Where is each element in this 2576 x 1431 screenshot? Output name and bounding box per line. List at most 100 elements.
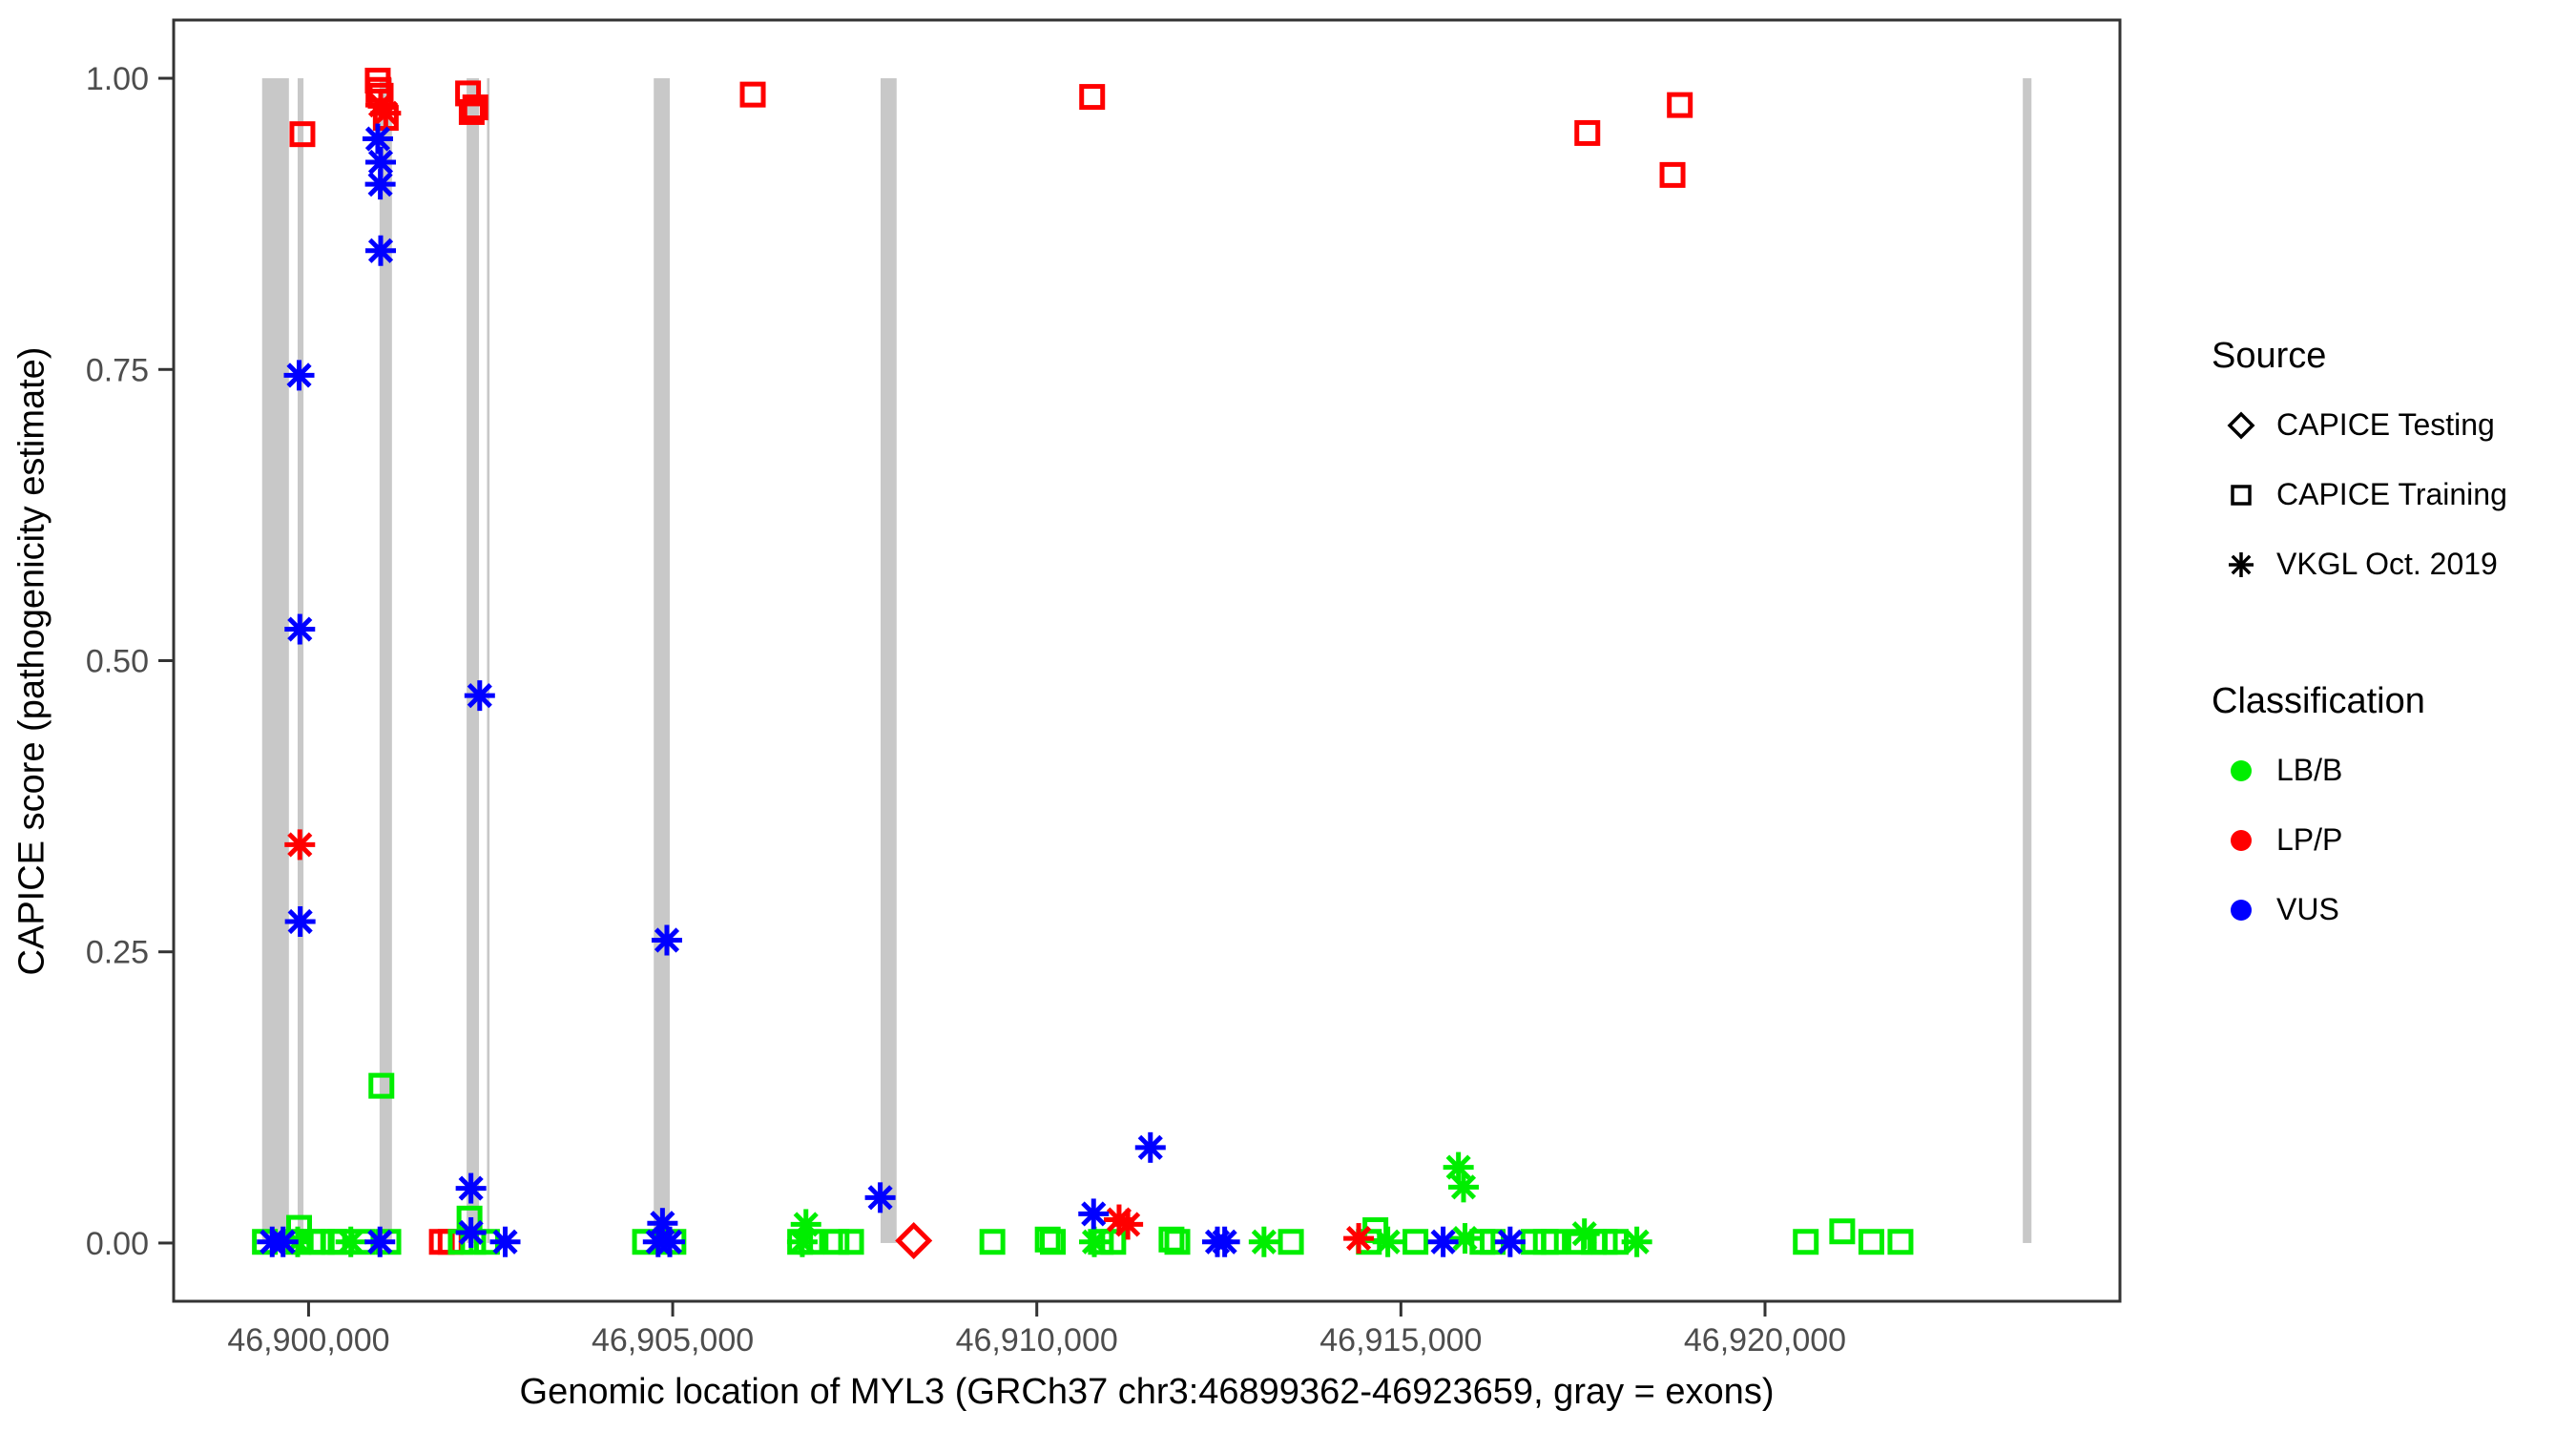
point-square <box>1278 1229 1304 1255</box>
legend-item-capice-training: CAPICE Training <box>2212 460 2566 529</box>
point-asterisk <box>284 829 316 861</box>
exon-bar <box>654 78 671 1243</box>
legend-item-lpp: LP/P <box>2212 805 2566 875</box>
legend-item-lbb: LB/B <box>2212 736 2566 805</box>
series-vkgl-oct-2019-lb-b <box>281 1151 1652 1257</box>
point-square <box>1079 84 1106 111</box>
point-asterisk <box>489 1226 521 1257</box>
exon-bar <box>2023 78 2032 1243</box>
point-asterisk <box>1248 1226 1279 1257</box>
point-square <box>1574 119 1601 146</box>
x-tick-label: 46,900,000 <box>227 1322 389 1358</box>
blue-dot-icon <box>2231 899 2252 921</box>
y-tick-label: 1.00 <box>86 61 149 97</box>
point-square <box>739 81 766 108</box>
red-dot-icon <box>2231 829 2252 851</box>
series-capice-training-lb-b <box>252 1072 1914 1255</box>
point-square <box>462 94 488 121</box>
y-tick-label: 0.75 <box>86 352 149 388</box>
point-square <box>1858 1229 1884 1255</box>
point-square <box>1039 1229 1066 1255</box>
x-tick-label: 46,910,000 <box>956 1322 1118 1358</box>
point-asterisk <box>267 1226 299 1257</box>
point-asterisk <box>455 1216 487 1248</box>
x-axis-title: Genomic location of MYL3 (GRCh37 chr3:46… <box>519 1372 1775 1412</box>
point-asterisk <box>1447 1172 1479 1203</box>
point-square <box>1541 1229 1568 1255</box>
point-square <box>1793 1229 1819 1255</box>
point-asterisk <box>1427 1226 1459 1257</box>
point-asterisk <box>370 97 402 129</box>
green-dot-icon <box>2231 759 2252 781</box>
point-asterisk <box>1134 1131 1166 1163</box>
point-square <box>838 1229 864 1255</box>
legend-item-label: CAPICE Training <box>2276 477 2507 511</box>
exon-bar <box>487 78 490 1243</box>
point-asterisk <box>283 360 315 391</box>
square-icon <box>2231 484 2252 506</box>
point-square <box>289 121 316 148</box>
point-asterisk <box>335 1226 366 1257</box>
legend-item-label: CAPICE Testing <box>2276 407 2495 442</box>
legend-item-capice-testing: CAPICE Testing <box>2212 390 2566 460</box>
point-asterisk <box>455 1172 487 1204</box>
series-vkgl-oct-2019-vus <box>257 123 1526 1257</box>
panel-border <box>172 18 2122 1303</box>
point-square <box>1402 1229 1429 1255</box>
legend-item-vkgl: VKGL Oct. 2019 <box>2212 529 2566 599</box>
point-asterisk <box>1372 1226 1403 1257</box>
point-square <box>1667 92 1693 118</box>
series-vkgl-oct-2019-lp-p <box>284 90 1375 1255</box>
point-square <box>979 1229 1006 1255</box>
point-square <box>1829 1218 1856 1245</box>
point-asterisk <box>1343 1223 1375 1255</box>
legend-group-classification: Classification LB/B LP/P VUS <box>2212 681 2566 944</box>
point-asterisk <box>284 613 316 645</box>
point-asterisk <box>654 1226 686 1257</box>
y-axis-title: CAPICE score (pathogenicity estimate) <box>11 346 52 976</box>
point-asterisk <box>464 680 495 712</box>
point-asterisk <box>1621 1226 1652 1257</box>
point-asterisk <box>1449 1223 1481 1255</box>
point-square <box>1164 1229 1191 1255</box>
exon-bar <box>467 78 480 1243</box>
point-asterisk <box>1209 1226 1240 1257</box>
y-tick-label: 0.50 <box>86 644 149 680</box>
legend-item-label: LB/B <box>2276 753 2343 787</box>
point-asterisk <box>364 235 396 266</box>
asterisk-icon <box>2229 551 2254 577</box>
point-asterisk <box>1079 1226 1111 1257</box>
legend-item-label: VKGL Oct. 2019 <box>2276 547 2498 581</box>
diamond-icon <box>2227 411 2255 439</box>
series-capice-testing-lp-p <box>895 1221 933 1260</box>
point-asterisk <box>1078 1198 1110 1230</box>
point-square <box>823 1229 850 1255</box>
x-tick-label: 46,915,000 <box>1319 1322 1482 1358</box>
y-tick-label: 0.25 <box>86 935 149 971</box>
point-asterisk <box>1112 1209 1144 1240</box>
series-capice-training-lp-p <box>289 67 1693 1255</box>
legend-group-source: Source CAPICE Testing CAPICE Training VK… <box>2212 336 2566 599</box>
legend: Source CAPICE Testing CAPICE Training VK… <box>2212 336 2566 944</box>
point-square <box>458 98 485 125</box>
point-asterisk <box>1568 1218 1600 1250</box>
point-asterisk <box>364 169 396 200</box>
point-square <box>1659 161 1686 188</box>
exon-bar <box>880 78 897 1243</box>
point-square <box>368 1072 395 1099</box>
x-tick-label: 46,905,000 <box>592 1322 754 1358</box>
point-asterisk <box>1494 1226 1526 1257</box>
legend-source-title: Source <box>2212 336 2327 376</box>
point-asterisk <box>651 924 682 956</box>
exon-bar <box>297 78 304 1243</box>
legend-classification-title: Classification <box>2212 681 2425 721</box>
point-asterisk <box>364 1226 396 1257</box>
exon-bar <box>261 78 289 1243</box>
legend-item-vus: VUS <box>2212 875 2566 944</box>
legend-item-label: LP/P <box>2276 822 2343 857</box>
y-tick-label: 0.00 <box>86 1226 149 1262</box>
exon-bar <box>379 78 392 1243</box>
x-tick-label: 46,920,000 <box>1684 1322 1846 1358</box>
